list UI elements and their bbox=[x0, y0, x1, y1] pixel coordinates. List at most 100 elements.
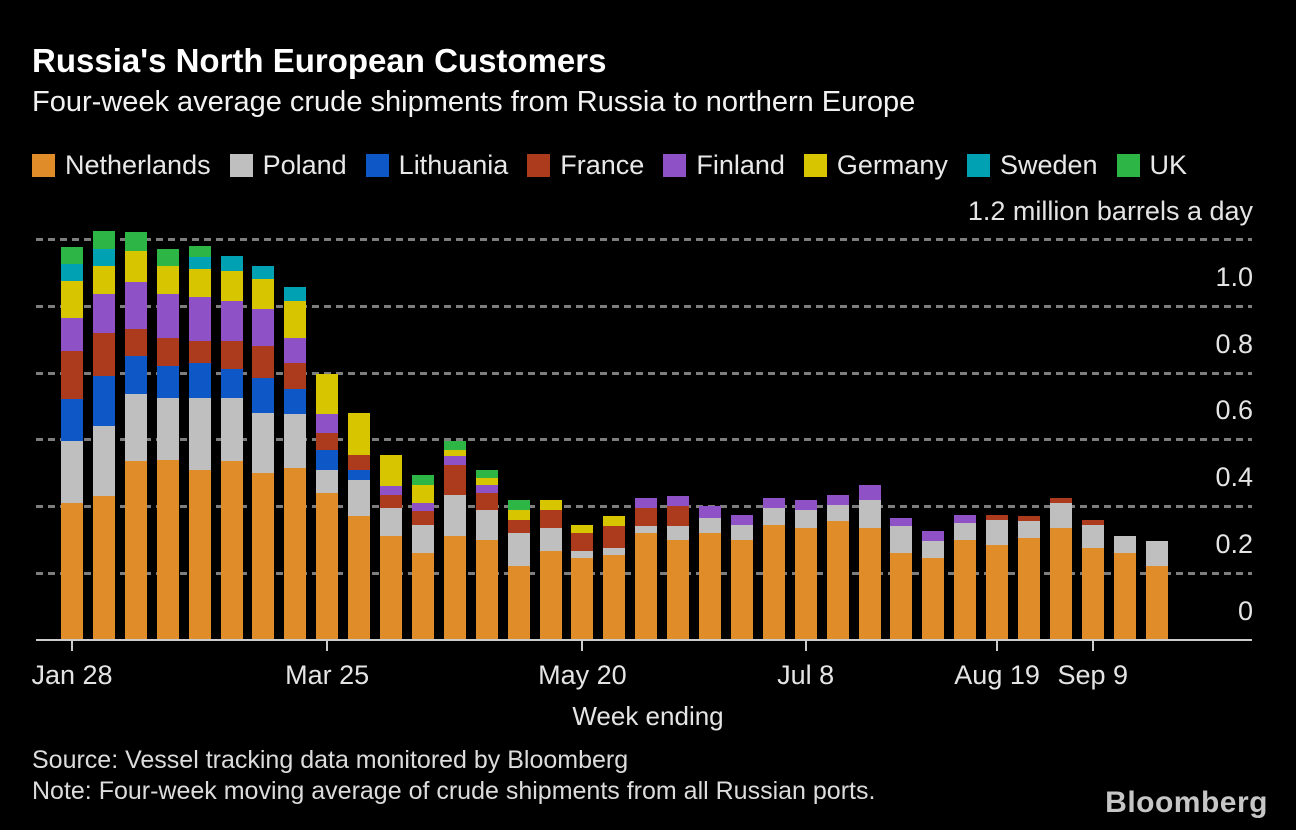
bar-segment-uk bbox=[475, 469, 498, 478]
bar-segment-france bbox=[348, 454, 371, 470]
bar-segment-netherlands bbox=[220, 461, 243, 640]
bar-segment-sweden bbox=[220, 255, 243, 271]
bar-segment-netherlands bbox=[252, 472, 275, 640]
bar-segment-netherlands bbox=[699, 533, 721, 640]
bar-segment-finland bbox=[443, 456, 466, 465]
bar-segment-finland bbox=[380, 486, 402, 495]
bar-segment-netherlands bbox=[539, 551, 562, 640]
bar-segment-netherlands bbox=[156, 459, 179, 640]
bar-segment-germany bbox=[507, 509, 530, 520]
bar-segment-finland bbox=[699, 506, 721, 519]
bar-segment-uk bbox=[92, 230, 115, 250]
legend-label: Poland bbox=[262, 149, 347, 180]
legend-label: Finland bbox=[696, 149, 785, 180]
bar-segment-netherlands bbox=[635, 533, 658, 640]
x-axis-tick bbox=[996, 641, 999, 651]
bar-segment-netherlands bbox=[92, 496, 115, 640]
bar-segment-germany bbox=[220, 270, 243, 301]
bar-segment-finland bbox=[61, 317, 83, 351]
bar-segment-poland bbox=[507, 533, 530, 567]
y-tick-label: 0.6 bbox=[1215, 395, 1253, 426]
bar-segment-finland bbox=[922, 531, 945, 542]
bar-segment-netherlands bbox=[284, 467, 307, 640]
bar-segment-germany bbox=[124, 250, 147, 283]
bar-segment-france bbox=[380, 494, 402, 508]
bar-segment-finland bbox=[475, 484, 498, 493]
bar-segment-france bbox=[411, 511, 434, 525]
bar-segment-netherlands bbox=[475, 539, 498, 640]
bar-segment-germany bbox=[92, 265, 115, 295]
bar-segment-uk bbox=[507, 499, 530, 510]
x-tick-label: Sep 9 bbox=[1057, 660, 1129, 690]
bar-segment-poland bbox=[188, 397, 211, 470]
bar-segment-france bbox=[986, 514, 1009, 520]
bar-segment-france bbox=[475, 492, 498, 510]
bar-segment-poland bbox=[571, 551, 594, 559]
bar-segment-netherlands bbox=[762, 524, 785, 640]
bar-segment-france bbox=[124, 329, 147, 356]
plot-area bbox=[36, 230, 1252, 651]
x-axis-baseline bbox=[36, 639, 1252, 641]
x-tick-label: Jul 8 bbox=[777, 660, 835, 690]
bar-segment-poland bbox=[316, 469, 339, 493]
bar-segment-netherlands bbox=[1081, 548, 1104, 640]
bar-segment-poland bbox=[92, 426, 115, 497]
bar-segment-germany bbox=[252, 279, 275, 310]
legend-swatch-icon bbox=[32, 153, 55, 177]
source-text: Source: Vessel tracking data monitored b… bbox=[32, 746, 629, 774]
x-axis-tick bbox=[1091, 641, 1094, 651]
y-tick-label: 0.8 bbox=[1215, 328, 1253, 359]
bar-segment-lithuania bbox=[284, 389, 307, 415]
legend-item-netherlands: Netherlands bbox=[32, 150, 211, 180]
bar-segment-poland bbox=[539, 528, 562, 552]
bar-segment-poland bbox=[794, 509, 817, 529]
bar-segment-netherlands bbox=[858, 528, 881, 640]
bar-segment-france bbox=[507, 519, 530, 534]
bar-segment-poland bbox=[1113, 536, 1136, 554]
bar-segment-lithuania bbox=[348, 469, 371, 480]
bar-segment-poland bbox=[1018, 521, 1040, 539]
bar-segment-finland bbox=[635, 497, 658, 508]
bar-segment-finland bbox=[411, 502, 434, 512]
bar-segment-netherlands bbox=[348, 516, 371, 640]
y-axis-unit-label: 1.2 million barrels a day bbox=[967, 196, 1253, 226]
bar-segment-germany bbox=[284, 300, 307, 338]
bar-segment-finland bbox=[730, 514, 753, 525]
bar-segment-lithuania bbox=[188, 362, 211, 398]
bar-segment-poland bbox=[411, 524, 434, 554]
bar-segment-sweden bbox=[252, 265, 275, 280]
bar-segment-netherlands bbox=[411, 553, 434, 640]
bar-segment-finland bbox=[762, 497, 785, 508]
bar-segment-netherlands bbox=[1049, 528, 1072, 640]
bar-segment-germany bbox=[571, 524, 594, 534]
bar-segment-poland bbox=[124, 394, 147, 462]
bar-segment-netherlands bbox=[61, 502, 83, 640]
y-tick-label: 0.2 bbox=[1215, 529, 1253, 560]
bar-segment-netherlands bbox=[954, 539, 977, 640]
x-axis-title: Week ending bbox=[572, 701, 724, 731]
bar-segment-netherlands bbox=[922, 558, 945, 640]
bar-segment-sweden bbox=[188, 257, 211, 270]
bar-segment-lithuania bbox=[220, 369, 243, 398]
x-axis-tick bbox=[326, 641, 329, 651]
bar-segment-france bbox=[220, 340, 243, 370]
bar-segment-france bbox=[284, 362, 307, 390]
bar-segment-lithuania bbox=[124, 355, 147, 395]
legend-item-finland: Finland bbox=[663, 149, 785, 180]
grid-line bbox=[36, 304, 1252, 308]
bar-segment-netherlands bbox=[571, 558, 594, 640]
bar-segment-poland bbox=[826, 504, 849, 522]
bar-segment-finland bbox=[954, 514, 977, 524]
bar-segment-lithuania bbox=[61, 399, 83, 442]
bar-segment-uk bbox=[411, 474, 434, 485]
bar-segment-poland bbox=[922, 541, 945, 559]
bar-segment-poland bbox=[252, 412, 275, 473]
bar-segment-poland bbox=[699, 518, 721, 534]
bar-segment-germany bbox=[316, 374, 339, 415]
legend-swatch-icon bbox=[663, 153, 687, 177]
bar-segment-netherlands bbox=[316, 492, 339, 640]
bar-segment-netherlands bbox=[603, 554, 626, 640]
legend-label: Germany bbox=[836, 149, 948, 180]
bar-segment-lithuania bbox=[156, 365, 179, 398]
